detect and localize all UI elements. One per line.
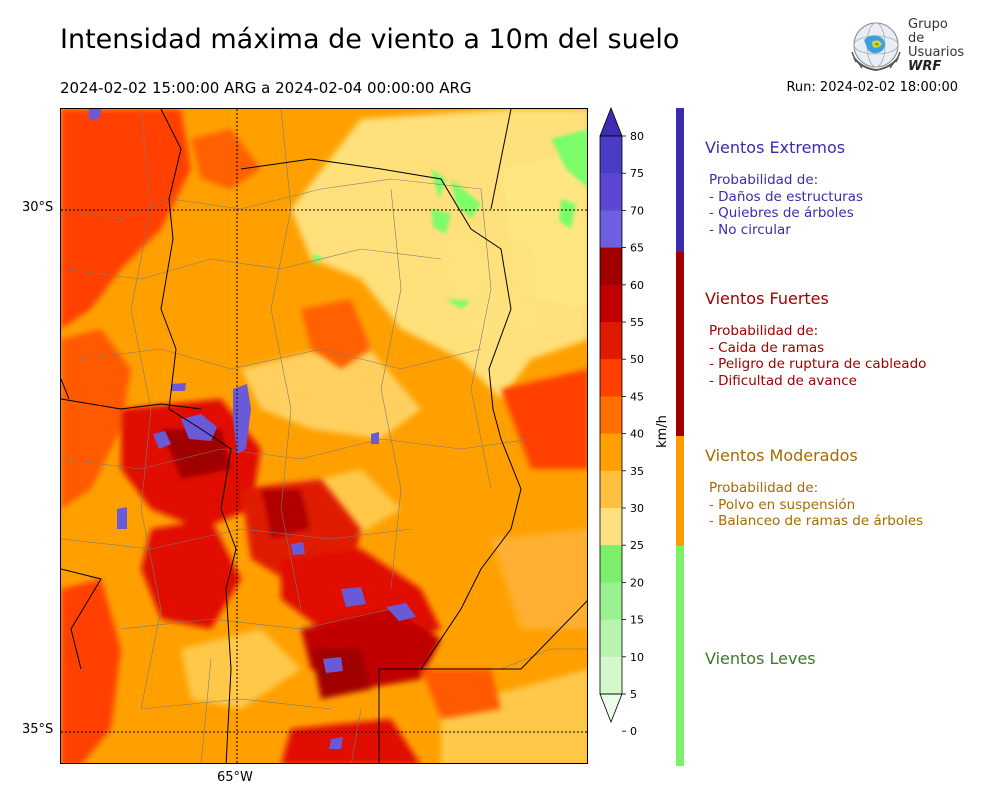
extreme-line: - Quiebres de árboles	[709, 205, 854, 221]
extreme-category-title: Vientos Extremos	[705, 138, 846, 157]
colorbar-swatch	[600, 619, 622, 658]
logo-text: Grupo de Usuarios WRF	[908, 18, 968, 74]
colorbar-swatch	[600, 173, 622, 211]
globe-logo-icon	[851, 22, 901, 72]
extreme-category-text: Probabilidad de: - Daños de estructuras …	[709, 172, 863, 238]
colorbar-tick-label: 75	[630, 167, 644, 180]
strong-line: Probabilidad de:	[709, 323, 819, 339]
wind-field-map	[61, 109, 587, 763]
colorbar-tick-label: 10	[630, 651, 644, 664]
colorbar-unit: km/h	[654, 415, 670, 448]
colorbar-tick-label: 40	[630, 428, 644, 441]
moderate-category-bar	[676, 436, 684, 546]
logo-line-1: Grupo de	[908, 17, 948, 46]
map-title: Intensidad máxima de viento a 10m del su…	[60, 24, 680, 55]
strong-line: - Dificultad de avance	[709, 372, 857, 389]
lat-label-30: 30°S	[22, 200, 54, 215]
colorbar-swatch	[600, 433, 622, 472]
colorbar-tick-label: 15	[630, 614, 644, 627]
colorbar-over-triangle	[599, 106, 623, 137]
lon-label-65: 65°W	[217, 770, 253, 785]
strong-category-text: Probabilidad de: - Caida de ramas - Peli…	[709, 323, 926, 389]
forecast-period: 2024-02-02 15:00:00 ARG a 2024-02-04 00:…	[60, 79, 472, 97]
department-boundaries	[61, 109, 587, 763]
light-category-bar	[676, 546, 684, 766]
wind-map	[60, 108, 588, 764]
colorbar-tick-label: 60	[630, 279, 644, 292]
colorbar-tick-label: 5	[630, 688, 637, 701]
colorbar-tick-label: 70	[630, 204, 644, 217]
colorbar-tick-label: 65	[630, 242, 644, 255]
colorbar-swatch	[600, 656, 622, 695]
moderate-category-title: Vientos Moderados	[705, 446, 858, 465]
colorbar-swatch	[600, 210, 622, 249]
colorbar-tick-label: 35	[630, 465, 644, 478]
colorbar-outline	[599, 135, 623, 695]
colorbar-swatch	[600, 508, 622, 546]
colorbar-tick-label: 80	[630, 130, 644, 143]
moderate-category-text: Probabilidad de: - Polvo en suspensión -…	[709, 480, 923, 530]
wind-category-legend: Vientos Extremos Probabilidad de: - Daño…	[676, 108, 996, 768]
extreme-line: Probabilidad de:	[709, 172, 819, 188]
extreme-wind-areas	[89, 109, 416, 749]
colorbar-under-triangle	[599, 693, 623, 724]
province-borders	[61, 109, 587, 763]
strong-line: - Caida de ramas	[709, 339, 825, 356]
colorbar: 80 75 70 65 60 55 50 45 40 35 30 25 20 15 10 5 0	[596, 106, 656, 768]
colorbar-swatch	[600, 322, 622, 360]
strong-category-bar	[676, 252, 684, 436]
strong-category-title: Vientos Fuertes	[705, 289, 829, 308]
colorbar-tick-label: 20	[630, 576, 644, 589]
colorbar-tick-label: 25	[630, 539, 644, 552]
colorbar-swatch	[600, 359, 622, 397]
low-wind-areas	[181, 109, 587, 763]
colorbar-swatch	[600, 396, 622, 435]
extreme-line: - Daños de estructuras	[709, 188, 864, 205]
strong-line: - Peligro de ruptura de cableado	[709, 356, 927, 372]
colorbar-swatch	[600, 136, 622, 174]
colorbar-swatch	[600, 470, 622, 509]
colorbar-tick-label: 0	[630, 725, 637, 738]
colorbar-swatch	[600, 284, 622, 323]
colorbar-tick-label: 30	[630, 502, 644, 515]
colorbar-swatch	[600, 545, 622, 583]
wrf-group-logo: Grupo de Usuarios WRF	[848, 18, 968, 74]
graticule	[61, 109, 587, 763]
moderate-line: Probabilidad de:	[709, 480, 819, 496]
logo-line-2: Usuarios	[908, 45, 965, 60]
moderate-line: - Balanceo de ramas de árboles	[709, 513, 924, 529]
extreme-category-bar	[676, 108, 684, 252]
logo-line-3: WRF	[908, 59, 942, 74]
extreme-line: - No circular	[709, 221, 791, 238]
light-category-title: Vientos Leves	[705, 649, 816, 668]
colorbar-tick-label: 45	[630, 390, 644, 403]
colorbar-tick-label: 55	[630, 316, 644, 329]
colorbar-swatch	[600, 582, 622, 621]
run-time: Run: 2024-02-02 18:00:00	[786, 80, 958, 95]
colorbar-tick-label: 50	[630, 353, 644, 366]
colorbar-swatch	[600, 247, 622, 286]
moderate-line: - Polvo en suspensión	[709, 496, 856, 513]
lat-label-35: 35°S	[22, 722, 54, 737]
